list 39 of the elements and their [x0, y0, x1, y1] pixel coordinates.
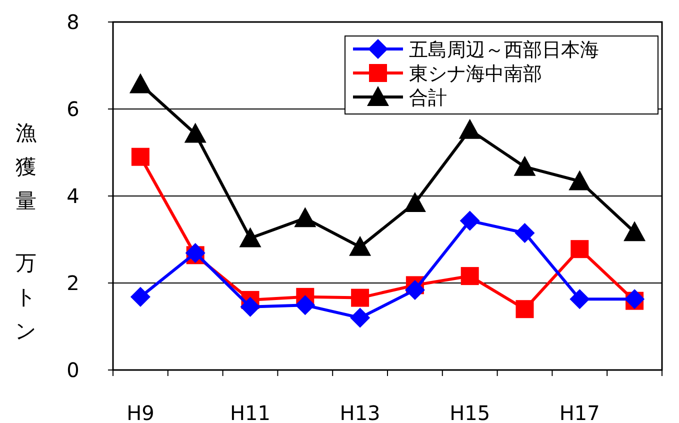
legend-label: 合計 — [409, 87, 447, 109]
point — [568, 170, 591, 190]
point — [131, 148, 150, 166]
x-tick-label: H13 — [340, 401, 380, 423]
x-tick-label: H15 — [450, 401, 490, 423]
point — [404, 280, 425, 300]
point — [130, 286, 150, 307]
point — [570, 289, 590, 310]
point — [570, 240, 589, 258]
y-tick-label: 4 — [66, 184, 80, 208]
point — [460, 267, 479, 286]
point — [184, 122, 206, 143]
legend-label: 五島周辺～西部日本海 — [409, 39, 599, 61]
point — [514, 156, 536, 176]
point — [458, 118, 481, 139]
point — [239, 227, 262, 248]
point — [240, 296, 260, 317]
point — [404, 192, 426, 212]
point — [350, 308, 370, 328]
point — [514, 222, 535, 243]
text: 漁獲量 — [16, 121, 36, 213]
point — [294, 207, 316, 228]
x-tick-label: H17 — [559, 401, 600, 423]
legend-label: 東シナ海中南部 — [409, 63, 542, 85]
y-tick-label: 2 — [66, 271, 80, 295]
point — [351, 288, 370, 307]
point — [295, 295, 316, 316]
point — [624, 221, 646, 242]
y-tick-label: 0 — [66, 358, 80, 382]
text: 万トン — [15, 251, 37, 343]
x-tick-label: H9 — [126, 401, 154, 423]
point — [129, 73, 152, 94]
point — [460, 210, 480, 231]
x-tick-label: H11 — [230, 401, 270, 423]
point — [516, 300, 534, 318]
point — [185, 242, 206, 263]
point — [349, 236, 372, 256]
y-tick-label: 6 — [66, 97, 80, 121]
y-tick-label: 8 — [66, 10, 80, 34]
